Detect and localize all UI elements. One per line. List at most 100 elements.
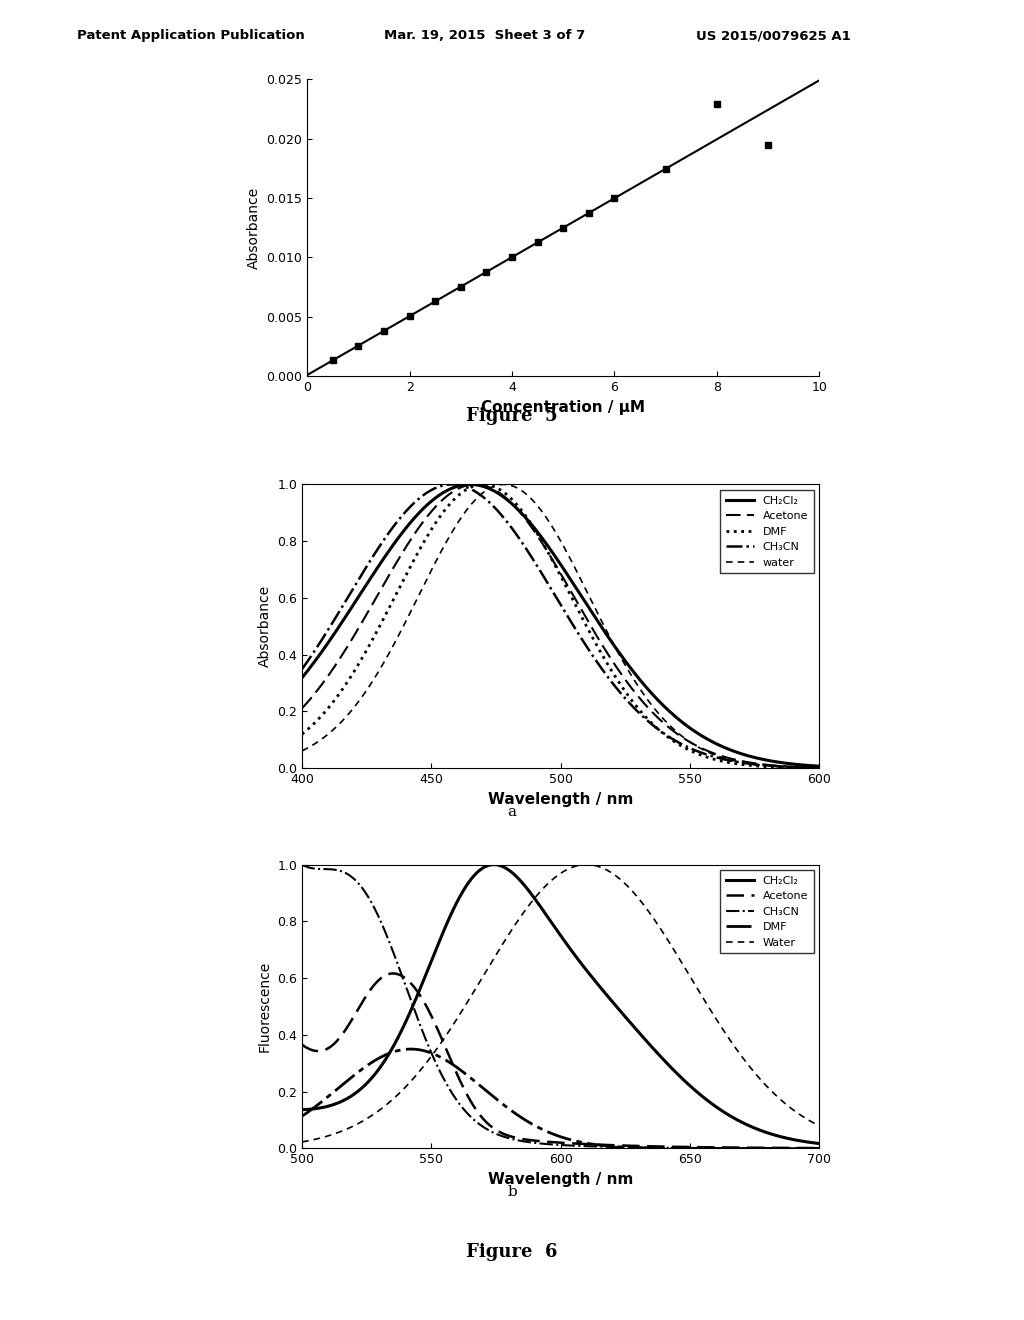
CH₃CN — [709, 750, 721, 766]
Legend: CH₂Cl₂, Acetone, CH₃CN, DMF, Water: CH₂Cl₂, Acetone, CH₃CN, DMF, Water — [720, 870, 814, 953]
CH₃CN — [523, 1134, 536, 1150]
DMF — [506, 491, 518, 507]
DMF — [296, 1109, 308, 1125]
CH₃CN — [296, 661, 308, 677]
Text: Patent Application Publication: Patent Application Publication — [77, 29, 304, 42]
Acetone — [296, 1036, 308, 1052]
CH₂Cl₂ — [349, 1085, 361, 1101]
Line: CH₃CN: CH₃CN — [302, 484, 819, 768]
CH₂Cl₂ — [651, 692, 664, 708]
water — [699, 743, 712, 759]
Line: DMF: DMF — [302, 484, 819, 768]
water — [813, 760, 825, 776]
CH₂Cl₂ — [488, 857, 501, 873]
water — [498, 477, 510, 492]
Line: DMF: DMF — [302, 1049, 819, 1148]
DMF — [477, 477, 489, 492]
Water — [709, 1010, 721, 1026]
Y-axis label: Fluorescence: Fluorescence — [258, 961, 271, 1052]
Acetone — [699, 742, 712, 758]
CH₂Cl₂ — [296, 669, 308, 685]
DMF — [651, 1140, 664, 1156]
CH₃CN — [699, 746, 712, 762]
Acetone — [506, 1129, 518, 1144]
Water — [349, 1117, 361, 1133]
DMF — [699, 748, 712, 764]
Text: Figure  5: Figure 5 — [466, 407, 558, 425]
Line: Acetone: Acetone — [302, 973, 819, 1148]
Acetone — [469, 477, 481, 492]
DMF — [813, 1140, 825, 1156]
Water — [581, 857, 593, 873]
CH₂Cl₂ — [699, 1092, 712, 1107]
CH₃CN — [349, 578, 361, 594]
Water — [523, 896, 536, 912]
CH₂Cl₂ — [699, 730, 712, 746]
CH₃CN — [349, 871, 361, 887]
Acetone — [296, 701, 308, 717]
water — [296, 743, 308, 759]
Acetone — [524, 1133, 537, 1148]
Legend: CH₂Cl₂, Acetone, DMF, CH₃CN, water: CH₂Cl₂, Acetone, DMF, CH₃CN, water — [720, 490, 814, 573]
DMF — [349, 663, 361, 678]
Acetone — [651, 710, 664, 726]
DMF — [709, 1140, 721, 1156]
Acetone — [699, 1139, 712, 1155]
CH₂Cl₂ — [506, 496, 518, 512]
CH₂Cl₂ — [506, 865, 518, 880]
Acetone — [506, 495, 518, 511]
DMF — [296, 726, 308, 742]
DMF — [813, 760, 825, 776]
water — [349, 698, 361, 714]
Acetone — [813, 760, 825, 776]
CH₃CN — [813, 760, 825, 776]
Acetone — [349, 1007, 361, 1023]
Text: b: b — [507, 1185, 517, 1200]
CH₂Cl₂ — [464, 477, 476, 492]
Line: Acetone: Acetone — [302, 484, 819, 768]
DMF — [709, 751, 721, 767]
CH₃CN — [506, 520, 518, 536]
Water — [651, 916, 664, 932]
Text: US 2015/0079625 A1: US 2015/0079625 A1 — [696, 29, 851, 42]
water — [651, 705, 664, 721]
Line: Water: Water — [302, 865, 819, 1142]
Water — [296, 1134, 308, 1150]
CH₂Cl₂ — [296, 1102, 308, 1118]
Water — [505, 923, 517, 939]
CH₃CN — [699, 1140, 712, 1156]
Acetone — [709, 746, 721, 762]
Acetone — [349, 627, 361, 643]
CH₃CN — [813, 1140, 825, 1156]
DMF — [524, 1115, 537, 1131]
CH₃CN — [524, 548, 537, 564]
Y-axis label: Absorbance: Absorbance — [247, 186, 261, 269]
Line: CH₃CN: CH₃CN — [302, 865, 819, 1148]
Water — [813, 1118, 825, 1134]
Acetone — [524, 517, 537, 533]
CH₃CN — [709, 1140, 721, 1156]
Line: CH₂Cl₂: CH₂Cl₂ — [302, 484, 819, 766]
CH₂Cl₂ — [813, 1135, 825, 1151]
Line: water: water — [302, 484, 819, 768]
CH₂Cl₂ — [349, 594, 361, 610]
CH₃CN — [505, 1131, 517, 1147]
CH₂Cl₂ — [524, 884, 537, 900]
water — [506, 478, 518, 494]
Line: CH₂Cl₂: CH₂Cl₂ — [302, 865, 819, 1143]
Acetone — [387, 965, 399, 981]
DMF — [651, 721, 664, 737]
Water — [699, 995, 712, 1011]
water — [709, 747, 721, 763]
water — [524, 490, 537, 506]
Text: Figure  6: Figure 6 — [466, 1243, 558, 1262]
Acetone — [709, 1139, 721, 1155]
X-axis label: Wavelength / nm: Wavelength / nm — [488, 1172, 633, 1187]
Acetone — [651, 1139, 664, 1155]
CH₂Cl₂ — [651, 1045, 664, 1061]
Text: a: a — [508, 805, 516, 820]
CH₂Cl₂ — [524, 515, 537, 531]
Text: Mar. 19, 2015  Sheet 3 of 7: Mar. 19, 2015 Sheet 3 of 7 — [384, 29, 586, 42]
CH₂Cl₂ — [813, 758, 825, 774]
CH₃CN — [651, 721, 664, 737]
